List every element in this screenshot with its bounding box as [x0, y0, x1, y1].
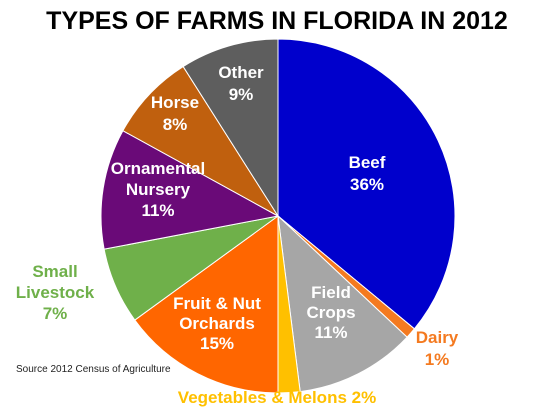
- label-line: 8%: [163, 115, 188, 134]
- label-ornamental-nursery: Ornamental Nursery 11%: [111, 159, 205, 220]
- slice-ornamental-nursery: [100, 130, 280, 250]
- label-line: 36%: [350, 175, 384, 194]
- label-line: Dairy: [416, 328, 459, 347]
- label-line: Livestock: [16, 283, 95, 302]
- label-field-crops: Field Crops 11%: [306, 283, 355, 342]
- label-line: Vegetables & Melons 2%: [178, 388, 376, 407]
- slice-field-crops: [277, 214, 408, 393]
- label-line: 1%: [425, 350, 450, 369]
- label-dairy: Dairy 1%: [416, 328, 459, 369]
- label-line: Other: [218, 63, 264, 82]
- label-line: 11%: [314, 323, 347, 342]
- pie-slices: [100, 38, 456, 394]
- label-line: 15%: [200, 334, 234, 353]
- label-line: Nursery: [126, 180, 191, 199]
- label-line: Fruit & Nut: [173, 294, 261, 313]
- pie-labels: Beef 36%Dairy 1%Field Crops 11%Vegetables & …: [16, 63, 459, 407]
- label-line: Small: [32, 262, 77, 281]
- label-small-livestock: Small Livestock 7%: [16, 262, 95, 323]
- label-line: 7%: [43, 304, 68, 323]
- slice-horse: [122, 65, 279, 217]
- label-other: Other 9%: [218, 63, 264, 104]
- source-note: Source 2012 Census of Agriculture: [16, 364, 171, 375]
- slice-fruit-nut-orchards: [134, 215, 279, 394]
- label-beef: Beef 36%: [349, 153, 386, 194]
- slice-beef: [277, 38, 456, 330]
- label-line: Field: [311, 283, 351, 302]
- chart-title: TYPES OF FARMS IN FLORIDA IN 2012: [46, 7, 508, 35]
- label-line: Ornamental: [111, 159, 205, 178]
- label-horse: Horse 8%: [151, 93, 199, 134]
- label-vegetables-melons: Vegetables & Melons 2%: [178, 388, 376, 407]
- slice-other: [182, 38, 279, 218]
- label-line: Horse: [151, 93, 199, 112]
- label-line: Beef: [349, 153, 386, 172]
- label-line: Crops: [306, 303, 355, 322]
- label-line: Orchards: [179, 314, 255, 333]
- label-line: 9%: [229, 85, 254, 104]
- label-fruit-nut-orchards: Fruit & Nut Orchards 15%: [173, 294, 261, 353]
- label-line: 11%: [141, 201, 174, 220]
